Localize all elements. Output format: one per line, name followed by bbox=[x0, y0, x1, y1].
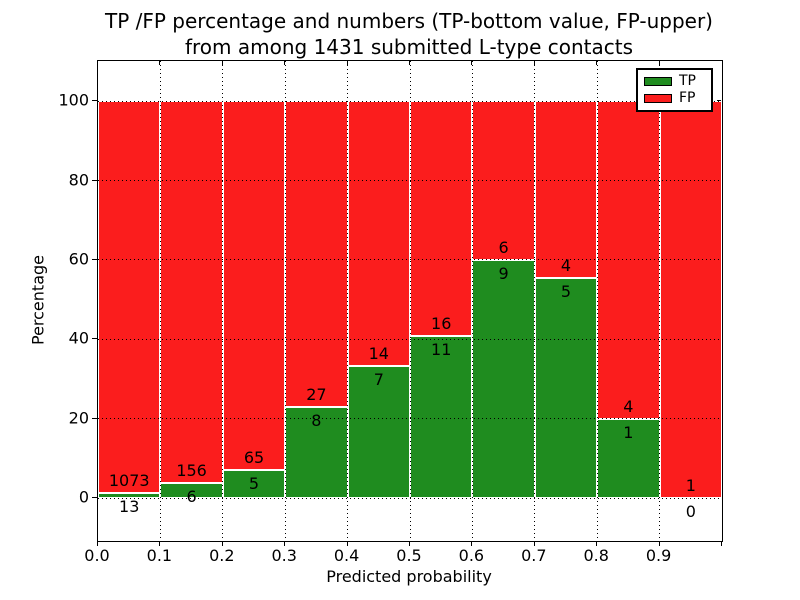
x-tick bbox=[721, 541, 722, 546]
gridline-vertical bbox=[596, 61, 598, 541]
fp-count-label: 65 bbox=[243, 447, 265, 467]
gridline-vertical bbox=[659, 61, 661, 541]
y-tick-label: 60 bbox=[68, 249, 89, 269]
fp-count-label: 16 bbox=[431, 314, 452, 334]
legend-label-fp: FP bbox=[679, 90, 696, 106]
gridline-vertical bbox=[409, 61, 411, 541]
x-tick bbox=[159, 541, 161, 546]
legend: TP FP bbox=[636, 68, 713, 112]
fp-count-label: 6 bbox=[498, 237, 509, 257]
x-tick bbox=[97, 541, 98, 546]
fp-swatch-icon bbox=[644, 94, 672, 103]
bar-tp bbox=[347, 365, 410, 499]
tp-count-label: 5 bbox=[560, 281, 572, 301]
bar-fp bbox=[222, 101, 286, 470]
fp-count-label: 14 bbox=[368, 343, 389, 363]
bar-fp bbox=[160, 101, 223, 484]
x-tick-label: 0.4 bbox=[333, 546, 360, 565]
bar-tp bbox=[285, 407, 348, 499]
x-tick-label: 0.2 bbox=[209, 546, 235, 565]
gridline-vertical bbox=[347, 61, 349, 541]
tp-count-label: 7 bbox=[373, 369, 384, 389]
x-tick-label: 0.7 bbox=[521, 546, 547, 565]
x-tick-label: 0.0 bbox=[84, 546, 110, 565]
legend-entry-fp: FP bbox=[644, 91, 705, 106]
tp-count-label: 13 bbox=[119, 497, 140, 517]
gridline-vertical bbox=[534, 61, 536, 541]
legend-label-tp: TP bbox=[679, 73, 696, 89]
x-axis-label: Predicted probability bbox=[326, 567, 492, 586]
y-tick bbox=[92, 417, 97, 419]
x-tick bbox=[533, 541, 535, 546]
x-tick-label: 0.6 bbox=[458, 546, 485, 565]
bar-tp bbox=[222, 469, 286, 499]
gridline-vertical bbox=[159, 61, 161, 541]
tp-count-label: 9 bbox=[498, 263, 509, 283]
x-tick bbox=[221, 541, 223, 546]
x-tick-label: 0.8 bbox=[583, 546, 609, 565]
bar-tp bbox=[472, 259, 535, 499]
x-tick bbox=[409, 541, 410, 546]
chart-title-line2: from among 1431 submitted L-type contact… bbox=[184, 35, 634, 59]
tp-count-label: 5 bbox=[248, 473, 260, 493]
y-tick-label: 20 bbox=[68, 408, 89, 428]
plot-area: 1073 13 156 6 65 5 27 8 14 7 16 11 6 9 4 5 4 1 1 0 bbox=[97, 60, 723, 542]
bar-fp bbox=[285, 101, 348, 408]
tp-swatch-icon bbox=[644, 77, 672, 86]
bar-tp bbox=[410, 336, 473, 499]
y-tick bbox=[92, 338, 97, 340]
y-tick-label: 80 bbox=[68, 170, 89, 189]
x-tick-label: 0.5 bbox=[396, 546, 422, 565]
bar-tp bbox=[534, 277, 598, 499]
y-tick bbox=[92, 497, 97, 499]
bar-fp bbox=[347, 101, 410, 366]
chart-title: TP /FP percentage and numbers (TP-bottom… bbox=[97, 8, 721, 60]
chart-title-line1: TP /FP percentage and numbers (TP-bottom… bbox=[105, 9, 713, 33]
y-tick bbox=[92, 100, 97, 102]
bar-fp bbox=[410, 101, 473, 337]
tp-count-label: 6 bbox=[186, 487, 197, 507]
y-tick bbox=[92, 179, 97, 181]
gridline-vertical bbox=[222, 61, 224, 541]
y-tick bbox=[92, 258, 97, 260]
fp-count-label: 4 bbox=[560, 255, 572, 275]
x-tick-label: 0.1 bbox=[146, 546, 173, 565]
fp-count-label: 1073 bbox=[108, 471, 150, 491]
tp-count-label: 0 bbox=[685, 502, 696, 522]
x-tick bbox=[284, 541, 286, 546]
bar-fp bbox=[659, 101, 722, 499]
gridline-vertical bbox=[284, 61, 286, 541]
fp-count-label: 1 bbox=[685, 476, 696, 496]
bar-fp bbox=[98, 101, 161, 494]
x-tick-label: 0.3 bbox=[271, 546, 297, 565]
gridline-vertical bbox=[471, 61, 473, 541]
fp-count-label: 4 bbox=[623, 396, 634, 416]
x-tick bbox=[658, 541, 660, 546]
legend-entry-tp: TP bbox=[644, 74, 705, 89]
tp-count-label: 1 bbox=[623, 422, 634, 442]
bar-tp bbox=[597, 418, 660, 499]
tp-count-label: 11 bbox=[431, 340, 452, 360]
x-tick-label: 0.9 bbox=[645, 546, 672, 565]
y-tick-label: 40 bbox=[68, 328, 89, 348]
x-tick bbox=[346, 541, 348, 546]
y-tick-label: 0 bbox=[78, 487, 89, 507]
x-tick bbox=[471, 541, 473, 546]
bar-fp bbox=[534, 101, 598, 278]
x-tick bbox=[596, 541, 598, 546]
tp-count-label: 8 bbox=[311, 411, 322, 431]
y-tick-label: 100 bbox=[58, 90, 89, 110]
fp-count-label: 27 bbox=[306, 385, 327, 405]
fp-count-label: 156 bbox=[176, 461, 207, 481]
